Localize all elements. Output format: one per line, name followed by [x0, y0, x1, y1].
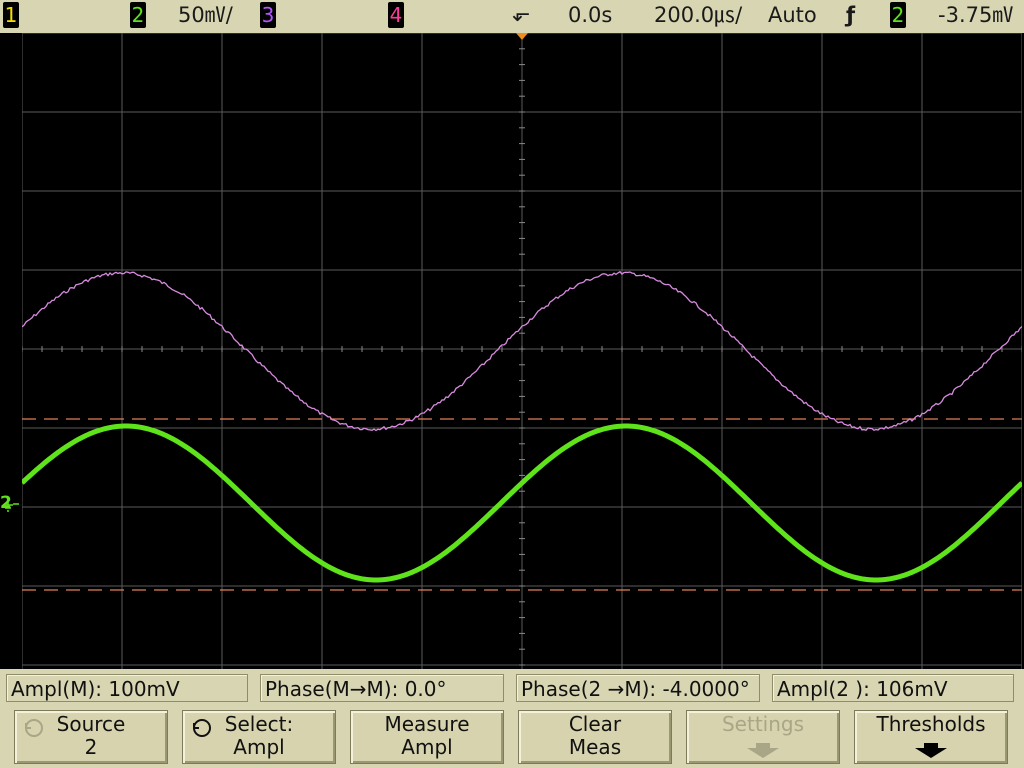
channel-3-indicator[interactable]: 3 — [260, 2, 276, 28]
time-delay: 0.0s — [568, 3, 613, 27]
channel-2-scale: 50㎷/ — [178, 3, 233, 27]
trigger-mode: Auto — [768, 3, 817, 27]
clear-meas-softkey[interactable]: Clear Meas — [518, 710, 672, 764]
channel-2-indicator[interactable]: 2 — [130, 2, 146, 28]
thresholds-softkey-title: Thresholds — [876, 712, 986, 736]
trigger-source: 2 — [890, 2, 906, 28]
source-softkey-title: Source — [56, 712, 126, 736]
select-softkey[interactable]: Select: Ampl — [182, 710, 336, 764]
softkey-bar — [0, 707, 1024, 768]
select-softkey-value: Ampl — [233, 735, 285, 759]
measurement-1: Ampl(M): 100mV — [6, 674, 248, 702]
entry-knob-icon — [25, 719, 43, 737]
time-scale: 200.0㎲/ — [654, 3, 743, 27]
waveform-svg — [20, 32, 1024, 669]
trigger-level: -3.75㎷ — [938, 3, 1014, 27]
submenu-arrow-icon — [915, 743, 947, 758]
submenu-arrow-icon — [747, 743, 779, 758]
waveform-display[interactable] — [20, 32, 1024, 669]
trigger-position-icon: ⬐ — [512, 2, 531, 27]
ground-marker-label: 2 — [0, 493, 12, 513]
trigger-point-icon[interactable] — [516, 33, 528, 40]
channel-1-indicator[interactable]: 1 — [3, 2, 19, 28]
source-softkey[interactable]: Source 2 — [14, 710, 168, 764]
thresholds-softkey[interactable]: Thresholds — [854, 710, 1008, 764]
measurement-3: Phase(2 →M): -4.0000° — [516, 674, 760, 702]
select-softkey-title: Select: — [224, 712, 294, 736]
measurement-2: Phase(M→M): 0.0° — [260, 674, 504, 702]
channel-2-ground-marker[interactable]: 2 — [0, 493, 20, 515]
settings-softkey[interactable]: Settings — [686, 710, 840, 764]
ground-icon — [3, 497, 19, 512]
right-margin — [1022, 33, 1024, 669]
math-waveform — [21, 270, 1023, 432]
clear-softkey-value: Meas — [568, 735, 622, 759]
measure-softkey-title: Measure — [384, 712, 470, 736]
measurement-4: Ampl(2 ): 106mV — [772, 674, 1014, 702]
source-softkey-value: 2 — [84, 735, 98, 759]
status-bar — [0, 0, 1024, 33]
measure-softkey-value: Ampl — [401, 735, 453, 759]
left-margin — [0, 33, 22, 669]
clear-softkey-title: Clear — [568, 712, 622, 736]
measure-ampl-softkey[interactable]: Measure Ampl — [350, 710, 504, 764]
entry-knob-icon — [193, 719, 211, 737]
settings-softkey-title: Settings — [721, 712, 805, 736]
trigger-slope-icon: ƒ — [846, 3, 856, 27]
channel-2-waveform — [20, 423, 1024, 583]
channel-4-indicator[interactable]: 4 — [388, 2, 404, 28]
